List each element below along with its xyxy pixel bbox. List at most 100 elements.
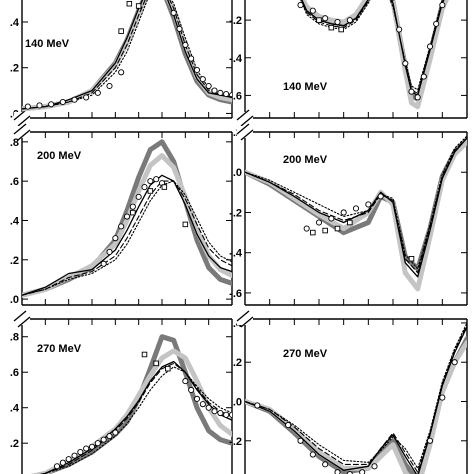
data-point-circle bbox=[414, 94, 421, 101]
series-thick-dark bbox=[245, 137, 467, 272]
data-point-circle bbox=[426, 43, 434, 50]
series-dotted bbox=[40, 366, 232, 474]
series-dashed bbox=[22, 0, 232, 110]
data-point-square bbox=[347, 219, 353, 226]
data-point-square bbox=[328, 24, 335, 31]
panel-right-270: .4.2.0-.2-.4270 MeV bbox=[229, 310, 468, 474]
y-tick-label: .0 bbox=[233, 397, 242, 409]
data-point-circle bbox=[182, 41, 189, 48]
axis-break bbox=[236, 109, 254, 127]
data-point-square bbox=[310, 229, 316, 236]
data-point-circle bbox=[176, 25, 183, 32]
series-group bbox=[245, 135, 467, 292]
series-dotted bbox=[22, 0, 232, 110]
panel-energy-label: 140 MeV bbox=[25, 38, 70, 50]
series-group bbox=[31, 334, 232, 474]
data-point-circle bbox=[83, 445, 90, 452]
y-tick-label: .2 bbox=[10, 255, 19, 267]
data-point-circle bbox=[170, 9, 177, 16]
data-point-circle bbox=[153, 176, 160, 183]
data-point-circle bbox=[188, 386, 195, 394]
data-point-circle bbox=[100, 260, 107, 267]
data-point-circle bbox=[106, 433, 113, 440]
data-point-circle bbox=[365, 201, 372, 208]
data-point-square bbox=[141, 351, 148, 358]
data-point-square bbox=[126, 0, 133, 7]
y-tick-label: .4 bbox=[10, 403, 20, 415]
data-point-circle bbox=[346, 471, 353, 474]
y-tick-label: -.4 bbox=[229, 248, 243, 260]
data-point-circle bbox=[309, 451, 316, 458]
data-point-circle bbox=[141, 183, 148, 191]
series-dotted bbox=[22, 180, 232, 296]
data-point-circle bbox=[223, 411, 230, 418]
data-point-circle bbox=[199, 76, 206, 83]
y-tick-label: .4 bbox=[10, 17, 20, 29]
y-tick-label: -.6 bbox=[229, 90, 242, 102]
data-point-circle bbox=[309, 7, 316, 14]
data-point-circle bbox=[426, 437, 434, 444]
data-point-square bbox=[316, 17, 322, 23]
data-point-circle bbox=[352, 205, 360, 212]
data-point-square bbox=[408, 255, 415, 262]
y-tick-label: .2 bbox=[233, 357, 242, 369]
series-thick-dark bbox=[245, 336, 467, 474]
axis-break bbox=[13, 109, 31, 127]
data-point-circle bbox=[322, 15, 329, 22]
data-point-circle bbox=[439, 394, 446, 401]
series-group bbox=[245, 322, 467, 474]
data-point-circle bbox=[297, 2, 304, 9]
y-tick-label: -.2 bbox=[229, 15, 242, 27]
panel-energy-label: 200 MeV bbox=[37, 150, 82, 162]
data-point-circle bbox=[53, 463, 61, 470]
axis-break bbox=[13, 123, 31, 141]
data-point-circle bbox=[217, 89, 224, 96]
data-point-circle bbox=[211, 87, 218, 94]
panel-energy-label: 200 MeV bbox=[283, 154, 328, 166]
data-point-circle bbox=[118, 223, 125, 230]
y-tick-label: .6 bbox=[10, 367, 19, 379]
series-dotted bbox=[245, 322, 467, 469]
data-point-circle bbox=[71, 452, 78, 459]
data-point-circle bbox=[94, 89, 101, 96]
data-point-circle bbox=[402, 60, 409, 67]
y-tick-label: .2 bbox=[10, 63, 19, 75]
y-tick-label: .4 bbox=[10, 215, 20, 227]
panel-left-270: .2 .4 .6 .8 270 MeV bbox=[10, 310, 233, 474]
y-tick-label: .0 bbox=[10, 294, 19, 306]
data-point-circle bbox=[205, 82, 212, 90]
data-point-circle bbox=[59, 98, 66, 106]
data-point-circle bbox=[88, 443, 96, 450]
data-point-circle bbox=[285, 422, 292, 429]
data-point-circle bbox=[106, 248, 113, 255]
data-point-circle bbox=[451, 359, 458, 366]
data-point-square bbox=[130, 209, 136, 216]
y-tick-label: .8 bbox=[10, 137, 19, 149]
data-point-circle bbox=[420, 73, 427, 80]
data-point-square bbox=[182, 221, 189, 228]
y-tick-label: -.4 bbox=[229, 53, 243, 65]
data-point-square bbox=[135, 3, 142, 9]
data-point-circle bbox=[433, 20, 440, 27]
y-tick-label: -.2 bbox=[229, 207, 242, 219]
series-group bbox=[22, 139, 232, 298]
data-point-circle bbox=[135, 193, 142, 200]
data-point-circle bbox=[328, 215, 335, 222]
series-dashed bbox=[22, 180, 232, 296]
data-point-circle bbox=[193, 395, 201, 402]
panel-energy-label: 140 MeV bbox=[283, 81, 328, 93]
data-point-square bbox=[322, 227, 328, 234]
data-point-circle bbox=[100, 436, 107, 443]
data-point-circle bbox=[396, 26, 403, 33]
data-point-circle bbox=[65, 456, 72, 463]
y-tick-label: .6 bbox=[10, 176, 19, 188]
series-thin-solid bbox=[245, 326, 467, 474]
data-point-circle bbox=[83, 94, 90, 101]
y-tick-label: -.6 bbox=[229, 288, 242, 300]
series-thick-light bbox=[22, 0, 232, 112]
data-point-circle bbox=[182, 378, 189, 385]
data-point-circle bbox=[223, 90, 230, 98]
